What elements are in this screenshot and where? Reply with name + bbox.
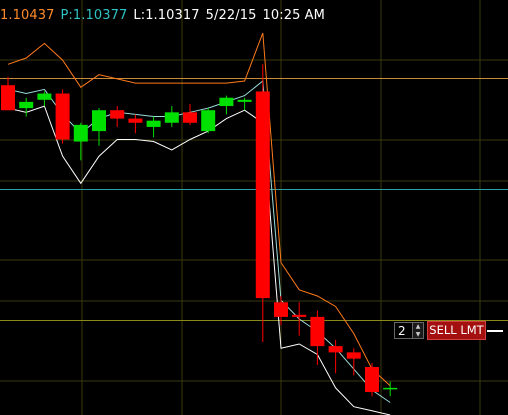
stepper-up-icon[interactable]: ▲ (415, 323, 421, 330)
midline (7, 80, 391, 403)
sell-limit-button[interactable]: SELL LMT (427, 321, 486, 340)
low-label: L: (133, 8, 146, 23)
order-entry: 2 ▲ ▼ SELL LMT (394, 321, 503, 340)
bearish-candle (110, 110, 125, 119)
bearish-candle (1, 85, 15, 111)
bullish-candle (383, 387, 398, 390)
bullish-candle (37, 93, 52, 100)
bearish-candle (55, 93, 70, 140)
bearish-candle (310, 316, 325, 347)
pivot-label: P: (60, 8, 73, 23)
pivot-price: 1.10377 (72, 8, 128, 23)
low-price: 1.10317 (145, 8, 200, 23)
close-price: 1.10437 (0, 8, 55, 23)
bullish-candle (19, 101, 34, 109)
bullish-candle (146, 120, 161, 127)
bar-time: 10:25 AM (262, 8, 325, 23)
bearish-candle (274, 302, 288, 317)
bullish-candle (73, 124, 88, 142)
bearish-candle (183, 112, 197, 123)
bullish-candle (201, 110, 216, 132)
bullish-candle (219, 97, 234, 107)
lower-band-line (7, 105, 391, 415)
bearish-candle (328, 346, 343, 353)
bearish-candle (128, 118, 143, 123)
bearish-candle (365, 366, 379, 393)
bullish-candle (237, 99, 252, 102)
bullish-candle (92, 110, 106, 132)
order-line[interactable] (487, 329, 503, 332)
bearish-candle (292, 314, 307, 317)
quantity-stepper[interactable]: ▲ ▼ (413, 322, 424, 339)
bullish-candle (164, 112, 179, 123)
quantity-input[interactable]: 2 (394, 322, 413, 339)
stepper-down-icon[interactable]: ▼ (415, 330, 421, 338)
bearish-candle (346, 352, 361, 359)
bearish-candle (255, 91, 270, 299)
upper-band-line (7, 32, 391, 387)
price-info-bar: 1.10437 P:1.10377 L:1.10317 5/22/15 10:25 AM (0, 8, 325, 23)
bar-date: 5/22/15 (205, 8, 257, 23)
